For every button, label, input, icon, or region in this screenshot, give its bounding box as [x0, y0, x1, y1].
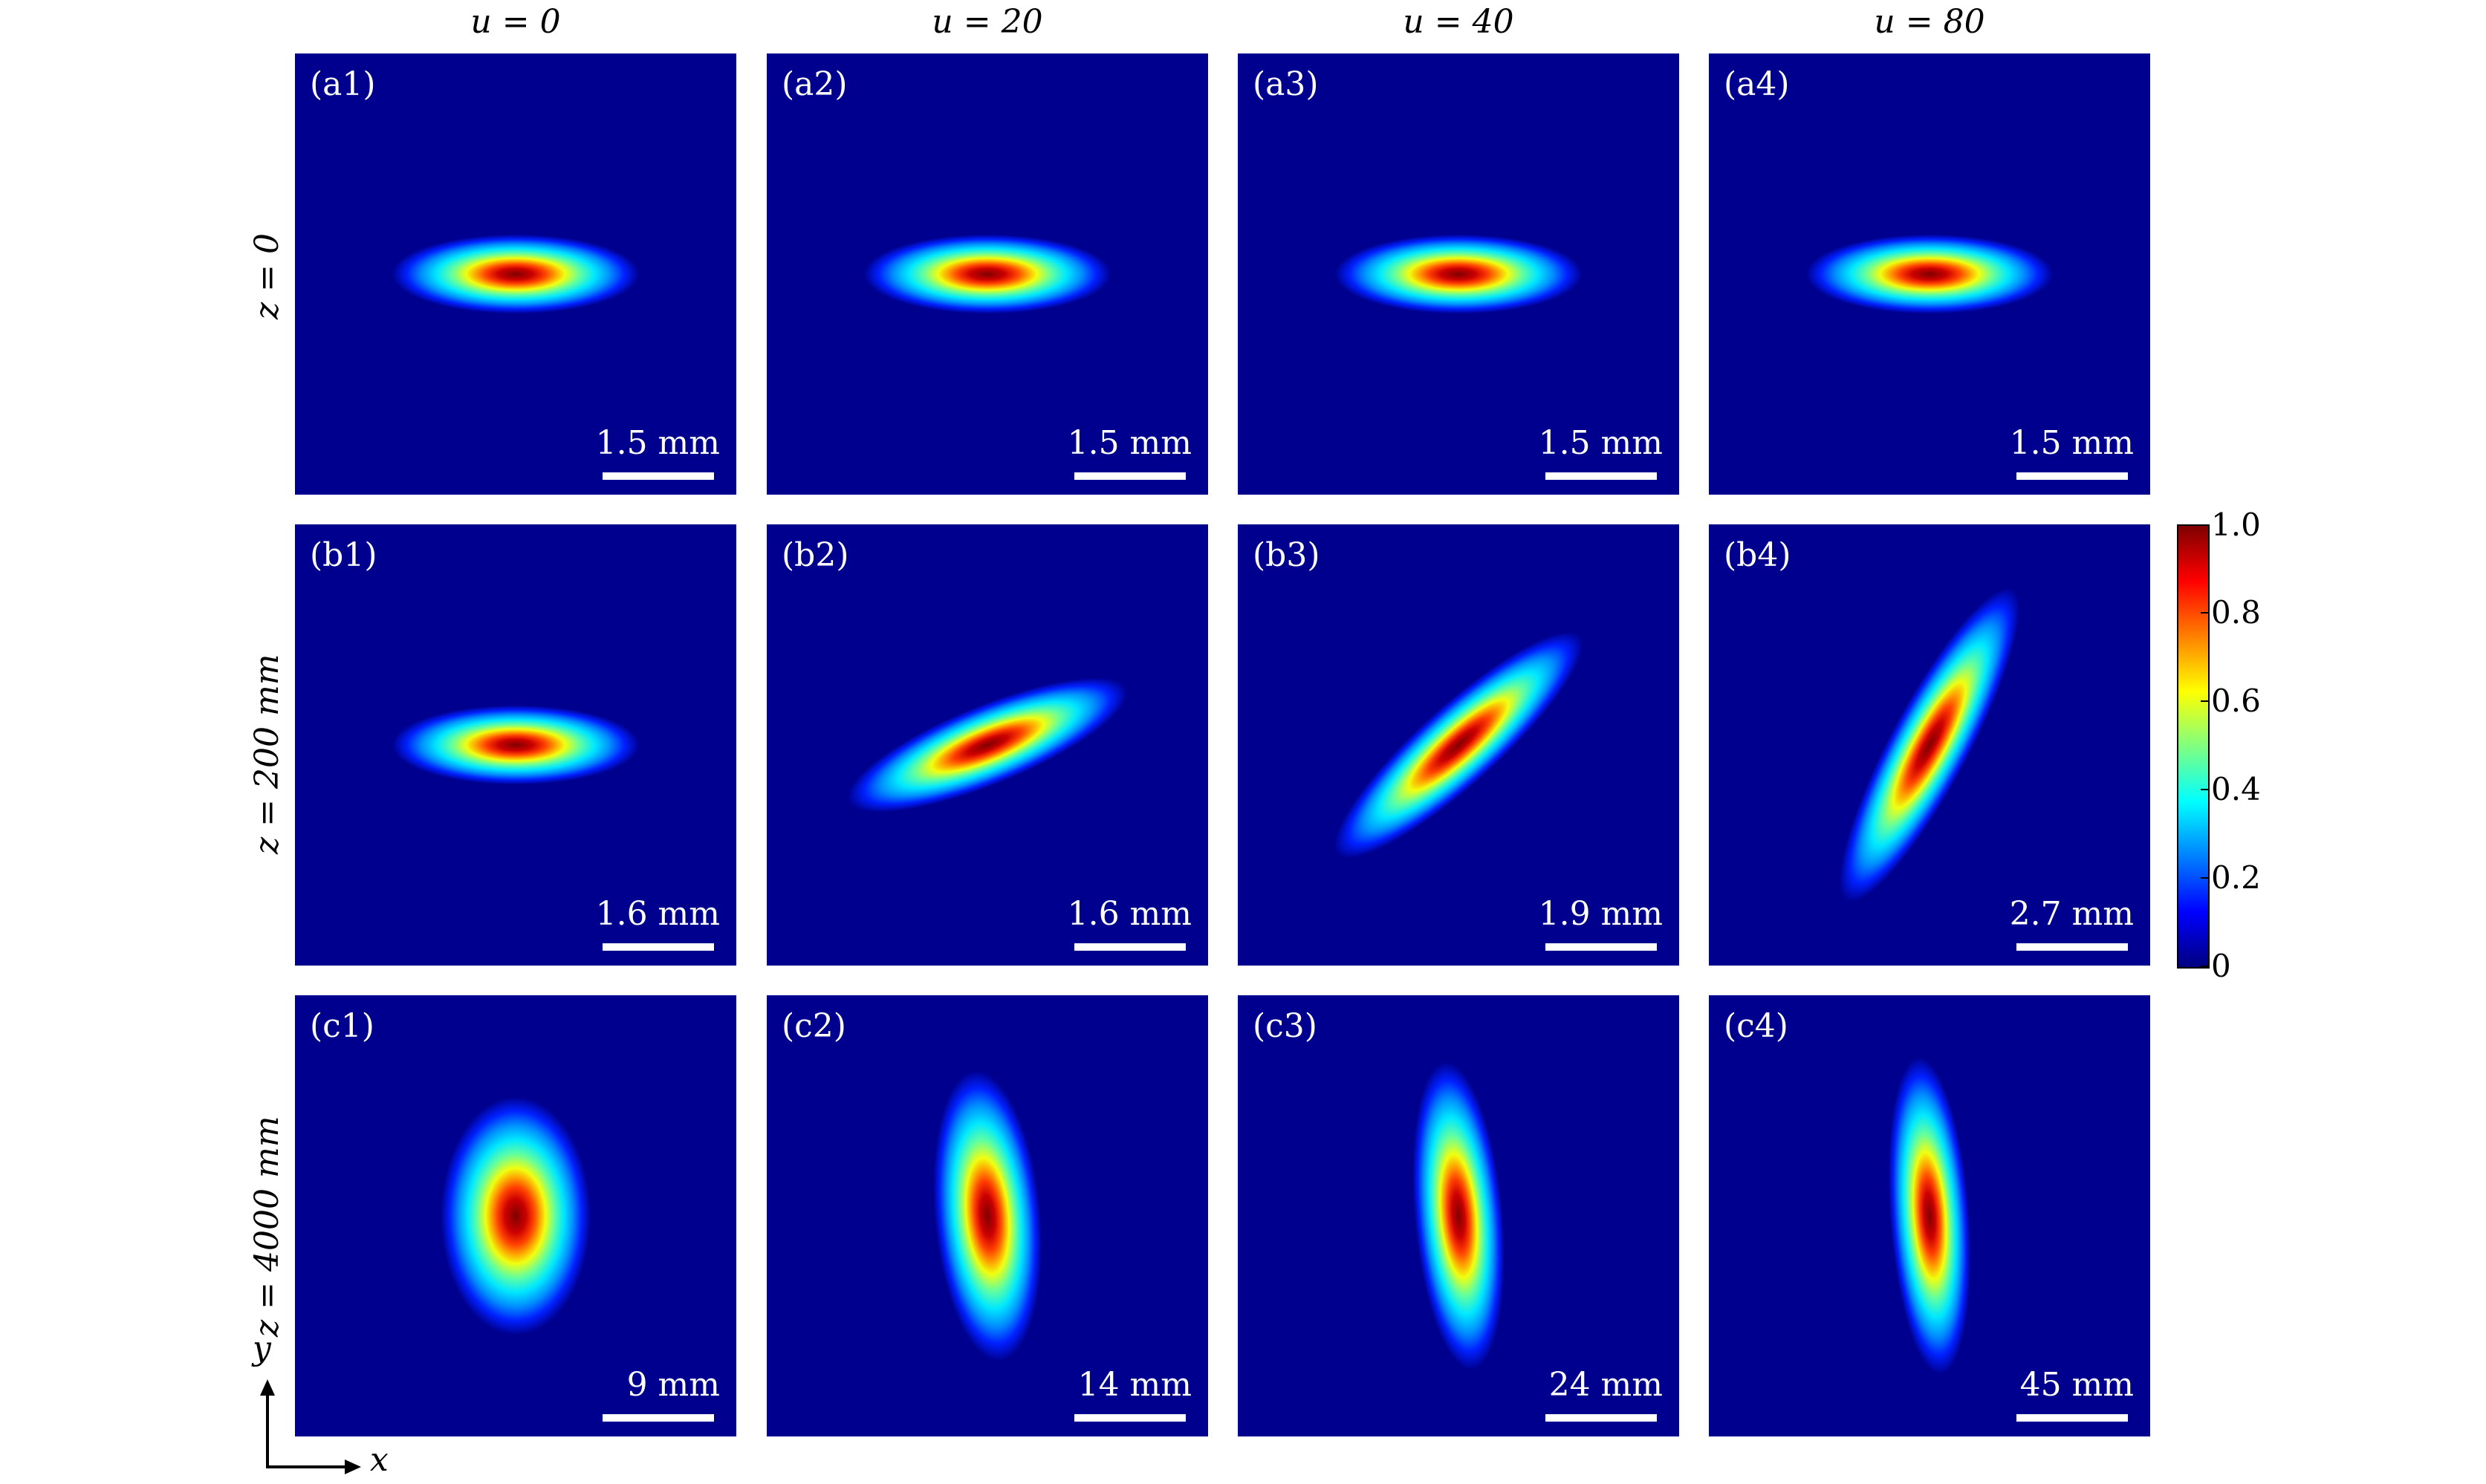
beam-profile: [1709, 995, 2150, 1436]
scale-bar-label: 1.5 mm: [2009, 424, 2134, 462]
panel-label: (c2): [782, 1007, 846, 1045]
beam-spot: [392, 234, 640, 314]
beam-spot: [392, 705, 640, 785]
beam-profile: [1238, 524, 1679, 966]
scale-bar: [1074, 943, 1186, 951]
panel-label: (b3): [1253, 536, 1320, 574]
scale-bar-label: 1.5 mm: [595, 424, 720, 462]
panel-c2: (c2) 14 mm: [767, 995, 1208, 1436]
row-header-2: z = 4000 mm: [248, 1116, 286, 1337]
beam-spot: [1334, 234, 1583, 314]
scale-bar-label: 1.9 mm: [1538, 895, 1663, 933]
column-header-0: u = 0: [470, 3, 561, 41]
beam-profile: [1238, 995, 1679, 1436]
panel-a1: (a1) 1.5 mm: [295, 53, 736, 495]
column-header-2: u = 40: [1403, 3, 1514, 41]
scale-bar: [1545, 472, 1657, 480]
colorbar-tick-4: 0.8: [2211, 594, 2261, 631]
panel-b3: (b3) 1.9 mm: [1238, 524, 1679, 966]
colorbar-tickmark: [2201, 612, 2208, 614]
colorbar-tickmark: [2201, 789, 2208, 790]
panel-c3: (c3) 24 mm: [1238, 995, 1679, 1436]
beam-spot: [932, 1070, 1042, 1361]
scale-bar: [2016, 1414, 2128, 1422]
panel-label: (b2): [782, 536, 849, 574]
panel-label: (c4): [1724, 1007, 1788, 1045]
beam-profile: [295, 53, 736, 495]
panel-c1: (c1) 9 mm: [295, 995, 736, 1436]
beam-spot: [1839, 588, 2020, 902]
panel-a4: (a4) 1.5 mm: [1709, 53, 2150, 495]
panel-label: (c3): [1253, 1007, 1317, 1045]
panel-a2: (a2) 1.5 mm: [767, 53, 1208, 495]
beam-spot: [1805, 234, 2054, 314]
colorbar-tick-0: 0: [2211, 948, 2231, 984]
colorbar: [2177, 524, 2210, 969]
column-header-1: u = 20: [932, 3, 1043, 41]
panel-b4: (b4) 2.7 mm: [1709, 524, 2150, 966]
panel-c4: (c4) 45 mm: [1709, 995, 2150, 1436]
beam-spot: [847, 677, 1128, 813]
beam-profile: [1238, 53, 1679, 495]
beam-spot: [1412, 1061, 1505, 1370]
beam-spot: [863, 234, 1111, 314]
scale-bar: [1545, 1414, 1657, 1422]
colorbar-tick-1: 0.2: [2211, 859, 2261, 896]
scale-bar-label: 1.5 mm: [1538, 424, 1663, 462]
beam-spot: [1334, 631, 1583, 859]
panel-label: (a2): [782, 65, 848, 103]
panel-label: (c1): [310, 1007, 374, 1045]
panel-label: (a4): [1724, 65, 1790, 103]
scale-bar: [603, 1414, 714, 1422]
beam-spot: [1888, 1057, 1971, 1375]
beam-profile: [1709, 53, 2150, 495]
y-arrowhead-icon: [260, 1379, 275, 1396]
y-axis-label: y: [253, 1330, 271, 1367]
scale-bar: [1074, 1414, 1186, 1422]
panel-a3: (a3) 1.5 mm: [1238, 53, 1679, 495]
axes-indicator: [260, 1379, 361, 1474]
colorbar-tickmark: [2201, 966, 2208, 967]
scale-bar-label: 24 mm: [1548, 1366, 1663, 1404]
scale-bar: [2016, 943, 2128, 951]
scale-bar: [1545, 943, 1657, 951]
panel-label: (b1): [310, 536, 377, 574]
colorbar-tick-5: 1.0: [2211, 507, 2261, 543]
panel-b1: (b1) 1.6 mm: [295, 524, 736, 966]
scale-bar-label: 45 mm: [2019, 1366, 2134, 1404]
scale-bar: [2016, 472, 2128, 480]
panel-b2: (b2) 1.6 mm: [767, 524, 1208, 966]
beam-spot: [441, 1096, 591, 1335]
scale-bar: [1074, 472, 1186, 480]
row-header-0: z = 0: [248, 232, 286, 319]
beam-profile: [767, 995, 1208, 1436]
colorbar-tick-3: 0.6: [2211, 683, 2261, 719]
scale-bar-label: 9 mm: [626, 1366, 720, 1404]
panel-label: (a3): [1253, 65, 1319, 103]
panel-label: (a1): [310, 65, 376, 103]
scale-bar-label: 1.6 mm: [595, 895, 720, 933]
scale-bar-label: 2.7 mm: [2009, 895, 2134, 933]
column-header-3: u = 80: [1874, 3, 1985, 41]
beam-profile: [295, 995, 736, 1436]
colorbar-tickmark: [2201, 524, 2208, 526]
x-arrowhead-icon: [345, 1459, 361, 1474]
row-header-1: z = 200 mm: [248, 654, 286, 854]
colorbar-tickmark: [2201, 877, 2208, 879]
x-axis-label: x: [370, 1441, 389, 1479]
panel-label: (b4): [1724, 536, 1791, 574]
scale-bar-label: 14 mm: [1077, 1366, 1192, 1404]
scale-bar-label: 1.6 mm: [1067, 895, 1192, 933]
scale-bar-label: 1.5 mm: [1067, 424, 1192, 462]
beam-profile: [767, 524, 1208, 966]
beam-profile: [1709, 524, 2150, 966]
scale-bar: [603, 943, 714, 951]
beam-profile: [767, 53, 1208, 495]
scale-bar: [603, 472, 714, 480]
colorbar-tickmark: [2201, 700, 2208, 702]
colorbar-tick-2: 0.4: [2211, 771, 2261, 807]
beam-profile: [295, 524, 736, 966]
